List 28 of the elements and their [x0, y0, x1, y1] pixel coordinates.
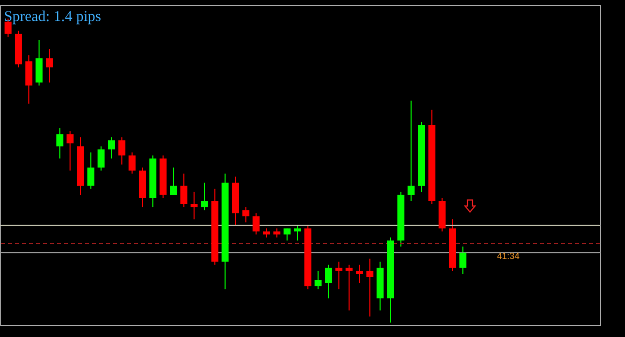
candlestick: [356, 264, 363, 284]
candlestick: [252, 212, 260, 235]
candlestick: [200, 182, 208, 211]
candlestick: [459, 246, 466, 274]
annotation: Spread: 1.4 pips: [4, 9, 102, 26]
candlestick: [190, 191, 198, 220]
candlestick: [408, 100, 415, 202]
candlestick: [180, 173, 188, 208]
candlestick: [366, 258, 374, 317]
candlestick: [108, 136, 115, 159]
candlestick: [262, 228, 270, 238]
candlestick: [273, 228, 280, 238]
candlestick: [294, 224, 301, 242]
candlestick: [87, 152, 94, 190]
candlestick: [98, 146, 105, 172]
candlestick: [242, 206, 250, 223]
candlestick: [66, 130, 74, 172]
candlestick: [335, 261, 342, 290]
candlestick: [118, 136, 126, 166]
candlestick: [46, 48, 53, 83]
candlestick: [170, 167, 177, 196]
candlestick: [284, 228, 291, 242]
candlestick: [346, 264, 353, 311]
candlestick: [128, 152, 136, 174]
candlestick: [56, 128, 64, 159]
candlestick: [324, 264, 332, 299]
candlestick: [314, 270, 322, 290]
text: 41:34: [497, 251, 520, 261]
